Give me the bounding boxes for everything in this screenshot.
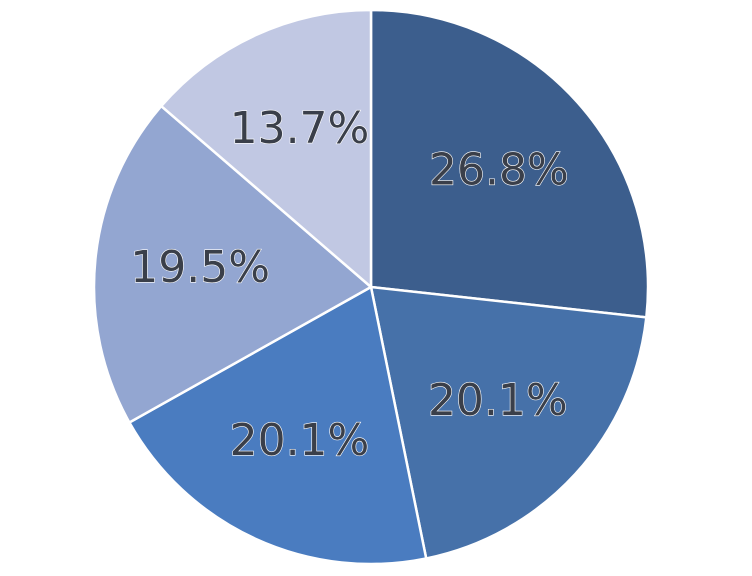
pie-slice: [369, 285, 648, 560]
pie-slice: [159, 8, 373, 290]
data-label: 19.5%: [130, 242, 270, 293]
pie-slice: [369, 8, 650, 319]
data-label: 20.1%: [428, 375, 568, 426]
data-label: 26.8%: [429, 144, 569, 195]
data-label: 20.1%: [230, 415, 370, 466]
pie-slice: [127, 285, 428, 566]
pie-slice: [92, 104, 374, 425]
data-label: 13.7%: [230, 103, 370, 154]
